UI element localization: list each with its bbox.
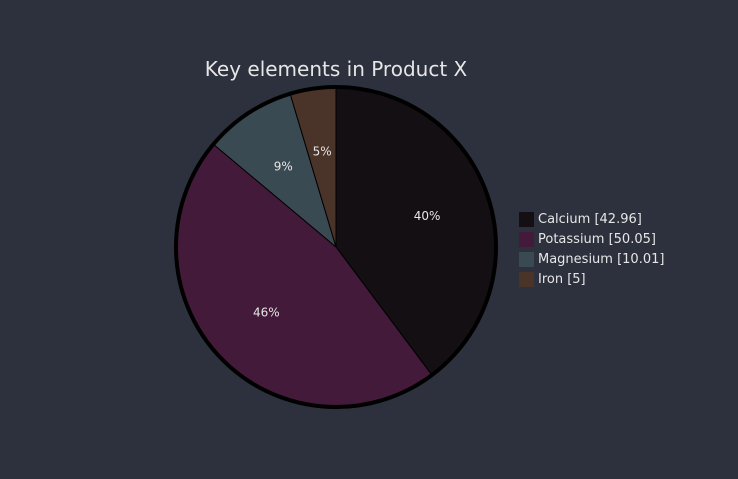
legend: Calcium [42.96] Potassium [50.05] Magnesiu…: [519, 209, 664, 289]
legend-label: Magnesium [10.01]: [538, 251, 665, 267]
legend-item-magnesium[interactable]: Magnesium [10.01]: [519, 249, 664, 269]
legend-swatch: [519, 211, 534, 227]
legend-item-potassium[interactable]: Potassium [50.05]: [519, 229, 664, 249]
slice-label-calcium: 40%: [414, 209, 441, 223]
legend-swatch: [519, 271, 534, 287]
legend-item-calcium[interactable]: Calcium [42.96]: [519, 209, 664, 229]
slice-label-iron: 5%: [313, 145, 332, 159]
legend-label: Calcium [42.96]: [538, 211, 642, 227]
legend-swatch: [519, 231, 534, 247]
legend-item-iron[interactable]: Iron [5]: [519, 269, 664, 289]
legend-label: Potassium [50.05]: [538, 231, 656, 247]
slice-label-magnesium: 9%: [274, 159, 293, 173]
slice-label-potassium: 46%: [253, 305, 280, 319]
chart-title: Key elements in Product X: [204, 57, 468, 81]
pie-outline: [174, 85, 498, 409]
legend-label: Iron [5]: [538, 271, 586, 287]
legend-swatch: [519, 251, 534, 267]
